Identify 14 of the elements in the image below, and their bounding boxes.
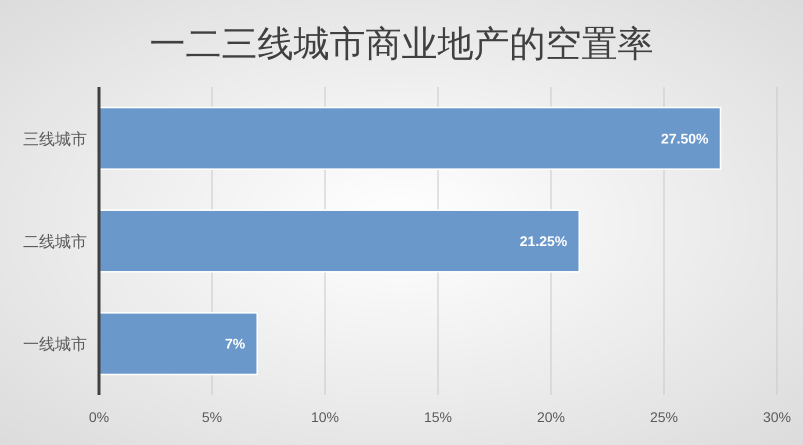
x-tick-label: 15% [424, 409, 452, 425]
x-tick-label: 30% [762, 409, 792, 425]
chart-title: 一二三线城市商业地产的空置率 [150, 23, 654, 64]
y-tick-label: 一线城市 [23, 336, 87, 354]
data-label: 27.50% [661, 130, 710, 146]
x-tick-label: 20% [536, 409, 566, 425]
y-tick-label: 三线城市 [23, 130, 87, 148]
x-tick-label: 0% [88, 409, 110, 425]
y-tick-label: 二线城市 [23, 233, 87, 251]
x-tick-label: 25% [650, 409, 678, 425]
data-label: 21.25% [520, 233, 568, 249]
data-label: 7% [224, 336, 246, 352]
x-tick-label: 10% [310, 409, 340, 425]
x-tick-label: 5% [202, 409, 222, 425]
